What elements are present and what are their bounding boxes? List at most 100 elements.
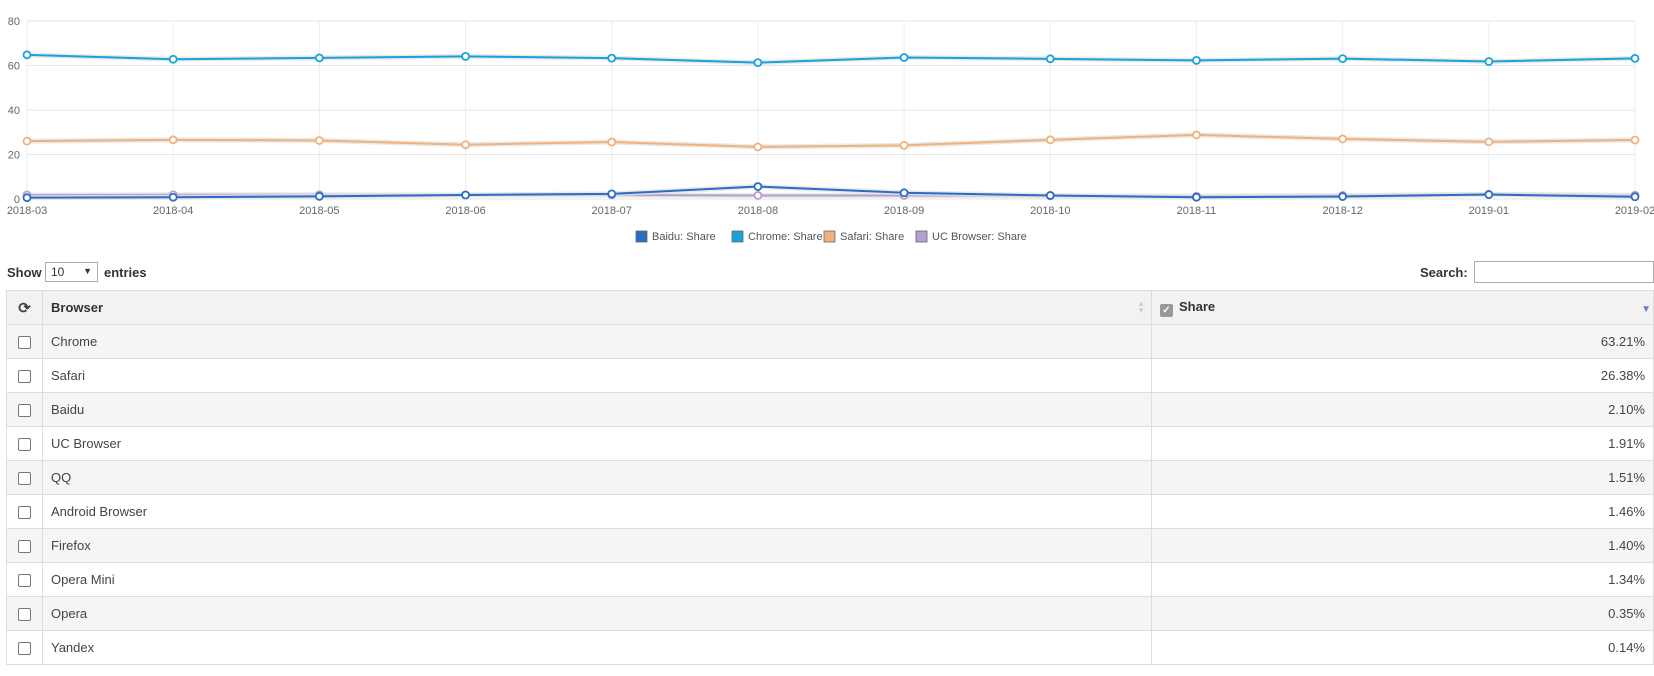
share-value-cell: 2.10%	[1151, 392, 1654, 427]
x-tick-label: 2019-02	[1615, 205, 1654, 217]
row-select-cell	[6, 324, 43, 359]
y-tick-label: 20	[8, 150, 20, 162]
search-input[interactable]	[1474, 261, 1654, 283]
data-point	[899, 53, 909, 62]
data-point	[22, 193, 32, 203]
x-tick-label: 2018-07	[592, 205, 632, 217]
data-point	[899, 140, 909, 150]
series-line	[26, 133, 1636, 148]
data-point	[1484, 190, 1494, 199]
data-point	[1630, 192, 1640, 202]
x-tick-label: 2018-09	[884, 205, 924, 217]
share-value-cell: 0.35%	[1151, 596, 1654, 631]
row-select-cell	[6, 392, 43, 427]
row-checkbox[interactable]	[18, 370, 31, 384]
y-tick-label: 60	[8, 61, 20, 73]
row-select-cell	[6, 630, 43, 665]
data-point	[753, 182, 763, 191]
data-point	[753, 142, 763, 152]
sort-both-icon: ▲ ▼	[1137, 299, 1145, 315]
data-point	[314, 191, 324, 201]
table-row[interactable]: Chrome 63.21%	[6, 324, 1654, 359]
table-controls: Show 10 ▼ entries Search:	[0, 260, 1654, 288]
row-checkbox[interactable]	[18, 336, 31, 350]
data-point	[1192, 130, 1201, 140]
table-row[interactable]: Opera 0.35%	[6, 596, 1654, 631]
row-checkbox[interactable]	[18, 574, 31, 588]
data-point	[1338, 54, 1348, 64]
data-point	[1484, 137, 1494, 147]
share-value-cell: 26.38%	[1151, 358, 1654, 393]
row-checkbox[interactable]	[18, 540, 31, 554]
row-select-cell	[6, 494, 43, 529]
browser-name-cell: UC Browser	[42, 426, 1152, 461]
data-point	[607, 189, 617, 199]
data-point	[1630, 135, 1640, 145]
legend-swatch	[635, 230, 648, 243]
series-line	[26, 185, 1636, 199]
data-point	[22, 136, 32, 146]
row-checkbox[interactable]	[18, 608, 31, 622]
share-value-cell: 1.91%	[1151, 426, 1654, 461]
x-tick-label: 2018-03	[7, 205, 47, 217]
table-row[interactable]: QQ 1.51%	[6, 460, 1654, 495]
share-column-header[interactable]: ✓ Share ▼	[1151, 290, 1654, 325]
row-select-cell	[6, 358, 43, 393]
table-row[interactable]: Opera Mini 1.34%	[6, 562, 1654, 597]
share-header-label: Share	[1179, 298, 1216, 314]
browser-name-cell: Safari	[42, 358, 1152, 393]
legend-swatch	[915, 230, 928, 243]
data-point	[1192, 192, 1201, 202]
row-select-cell	[6, 460, 43, 495]
line-chart: 0 20 40 60 80 2018-03 2018-04 2018-05 2018-06 201…	[7, 16, 1654, 243]
refresh-icon[interactable]: ⟳	[18, 299, 31, 317]
data-point	[1338, 134, 1348, 144]
page-length-select[interactable]: 10 ▼	[45, 262, 98, 282]
table-row[interactable]: Baidu 2.10%	[6, 392, 1654, 427]
browser-name-cell: Yandex	[42, 630, 1152, 665]
entries-label: entries	[104, 265, 147, 280]
legend-item-label: Baidu: Share	[652, 231, 716, 243]
table-row[interactable]: UC Browser 1.91%	[6, 426, 1654, 461]
checkbox-checked-icon[interactable]: ✓	[1160, 303, 1173, 317]
data-point	[607, 137, 617, 147]
row-checkbox[interactable]	[18, 472, 31, 486]
data-point	[461, 140, 470, 150]
data-point	[168, 192, 178, 202]
series-line	[26, 53, 1636, 64]
browser-header-label: Browser	[51, 300, 104, 315]
show-label: Show	[7, 265, 42, 280]
table-row[interactable]: Safari 26.38%	[6, 358, 1654, 393]
x-tick-label: 2018-05	[299, 205, 339, 217]
share-value-cell: 1.40%	[1151, 528, 1654, 563]
data-point	[1045, 135, 1055, 145]
data-point	[168, 54, 178, 64]
x-tick-label: 2018-08	[738, 205, 778, 217]
row-checkbox[interactable]	[18, 506, 31, 520]
browser-column-header[interactable]: Browser ▲ ▼	[42, 290, 1152, 325]
row-select-cell	[6, 426, 43, 461]
data-point	[899, 188, 909, 198]
row-checkbox[interactable]	[18, 438, 31, 452]
table-body: Chrome 63.21% Safari 26.38% Baidu 2.10% UC Bro…	[6, 324, 1654, 665]
table-row[interactable]: Android Browser 1.46%	[6, 494, 1654, 529]
x-tick-label: 2019-01	[1469, 205, 1509, 217]
row-select-cell	[6, 596, 43, 631]
browser-name-cell: Firefox	[42, 528, 1152, 563]
row-checkbox[interactable]	[18, 404, 31, 418]
legend-item-label: Safari: Share	[840, 231, 904, 243]
x-tick-label: 2018-06	[445, 205, 485, 217]
share-value-cell: 1.34%	[1151, 562, 1654, 597]
legend-item-label: UC Browser: Share	[932, 231, 1027, 243]
row-checkbox[interactable]	[18, 642, 31, 656]
table-row[interactable]: Yandex 0.14%	[6, 630, 1654, 665]
share-value-cell: 0.14%	[1151, 630, 1654, 665]
refresh-column-header[interactable]: ⟳	[6, 290, 43, 325]
data-point	[314, 136, 324, 145]
table-header-row: ⟳ Browser ▲ ▼ ✓ Share ▼	[6, 290, 1654, 325]
share-value-cell: 63.21%	[1151, 324, 1654, 359]
table-row[interactable]: Firefox 1.40%	[6, 528, 1654, 563]
data-point	[1338, 192, 1348, 201]
sort-desc-icon: ▼	[1641, 304, 1651, 315]
legend-item-label: Chrome: Share	[748, 231, 823, 243]
